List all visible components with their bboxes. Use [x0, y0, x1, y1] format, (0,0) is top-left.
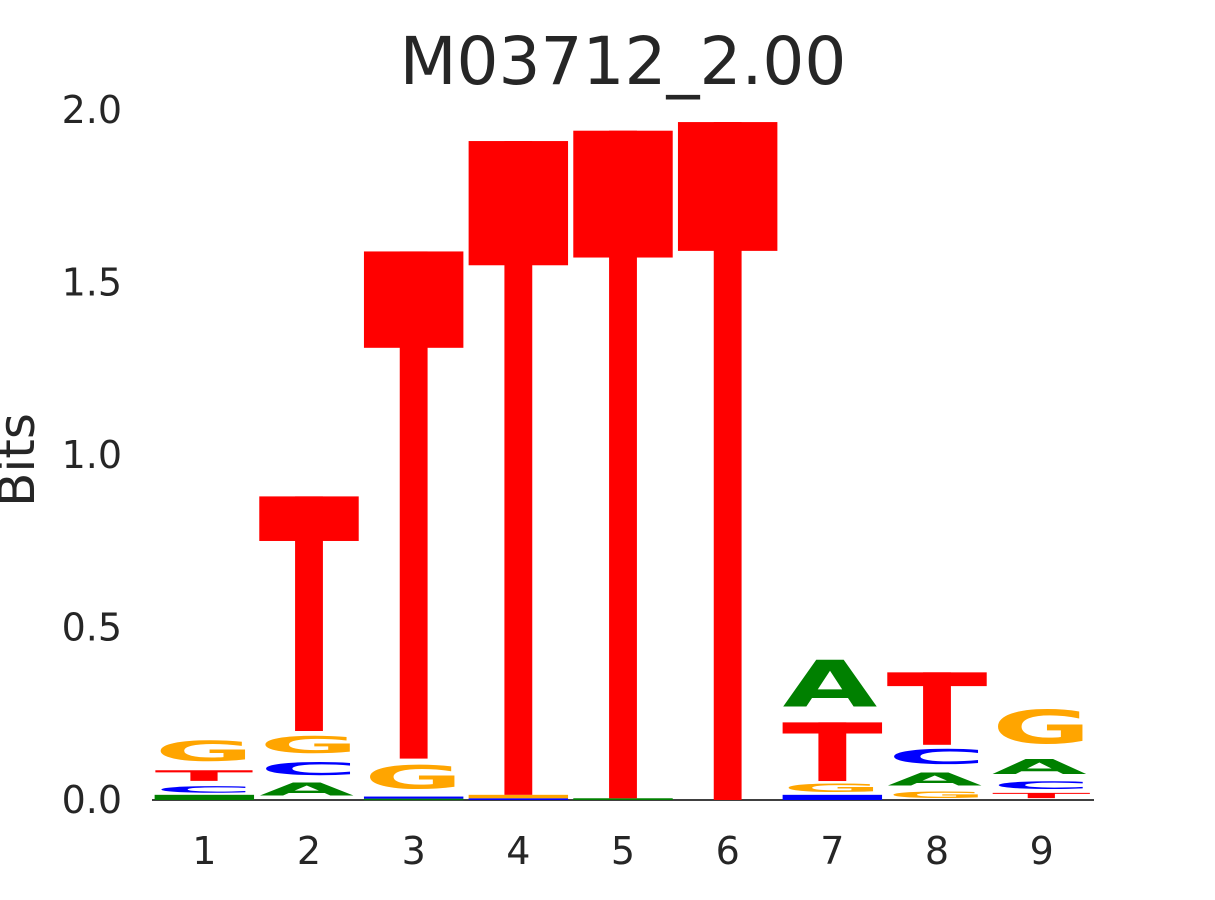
y-tick-label: 2.0 [62, 88, 122, 132]
svg-text:A: A [992, 755, 1087, 779]
svg-text:C: C [887, 745, 986, 769]
logo-letter-c: C [259, 759, 358, 779]
y-tick-label: 1.0 [62, 433, 122, 477]
y-tick-label: 1.5 [62, 261, 122, 305]
logo-letter-a: A [259, 779, 354, 799]
logo-letter-t [782, 722, 883, 782]
logo-letter-t [887, 672, 987, 745]
chart-title: M03712_2.00 [400, 23, 847, 100]
logo-letter-g: G [992, 700, 1091, 754]
x-tick-label: 1 [192, 829, 216, 873]
y-tick-label: 0.5 [62, 606, 122, 650]
logo-column: GAC [887, 672, 987, 800]
logo-column [573, 130, 673, 800]
logo-letter-g: G [155, 735, 254, 767]
y-tick-label: 0.0 [62, 778, 122, 822]
x-tick-label: 7 [820, 829, 844, 873]
logo-letter-c [468, 798, 569, 800]
logo-letter-t [259, 496, 359, 731]
svg-text:C: C [259, 759, 358, 779]
logo-letter-c: C [155, 785, 254, 795]
svg-text:G: G [155, 735, 254, 767]
logo-letter-a: A [783, 647, 878, 722]
y-axis: 0.0 0.5 1.0 1.5 2.0 [62, 88, 122, 822]
x-tick-label: 8 [925, 829, 949, 873]
x-tick-label: 9 [1030, 829, 1054, 873]
logo-column: ACG [259, 496, 359, 800]
svg-text:G: G [992, 700, 1091, 754]
logo-column: G [363, 251, 464, 801]
logo-letter-a: A [992, 755, 1087, 779]
x-tick-label: 3 [402, 829, 426, 873]
logo-letter-t: T [992, 792, 1091, 800]
svg-text:A: A [887, 769, 982, 789]
x-axis: 1 2 3 4 5 6 7 8 9 [192, 829, 1054, 873]
logo-letter-g: G [887, 790, 986, 800]
y-axis-label: Bits [0, 413, 46, 507]
logo-letter-c [363, 796, 464, 799]
logo-letter-c: C [887, 745, 986, 769]
logo-letter-a [363, 798, 464, 801]
svg-text:T: T [155, 768, 254, 785]
logo-letter-t [363, 251, 464, 759]
logo-letter-a [154, 794, 255, 800]
svg-text:A: A [259, 779, 354, 799]
svg-text:G: G [783, 781, 882, 795]
logo-column [468, 141, 569, 800]
logo-letter-g: G [783, 781, 882, 795]
logo-column: CTG [154, 735, 255, 800]
x-tick-label: 5 [611, 829, 635, 873]
svg-text:T: T [992, 792, 1091, 800]
logo-letter-t [468, 141, 569, 795]
logo-letter-c [782, 794, 883, 800]
logo-column: GA [782, 647, 883, 800]
svg-text:C: C [992, 779, 1091, 791]
svg-text:C: C [155, 785, 254, 795]
logo-letter-a: A [887, 769, 982, 789]
logo-letter-c: C [992, 779, 1091, 791]
x-tick-label: 2 [297, 829, 321, 873]
logo-letter-t [677, 122, 778, 800]
x-tick-label: 4 [506, 829, 530, 873]
svg-text:G: G [259, 731, 358, 758]
logo-letter-g [468, 794, 569, 799]
logo-letter-t: T [155, 768, 254, 785]
svg-text:A: A [783, 647, 878, 722]
logo-letter-a [573, 798, 673, 800]
logo-column [677, 122, 778, 800]
svg-text:G: G [887, 790, 986, 800]
logo-letter-g: G [364, 759, 463, 796]
x-tick-label: 6 [716, 829, 740, 873]
svg-text:G: G [364, 759, 463, 796]
logo-letter-g: G [259, 731, 358, 758]
logo-letter-t [573, 130, 673, 799]
